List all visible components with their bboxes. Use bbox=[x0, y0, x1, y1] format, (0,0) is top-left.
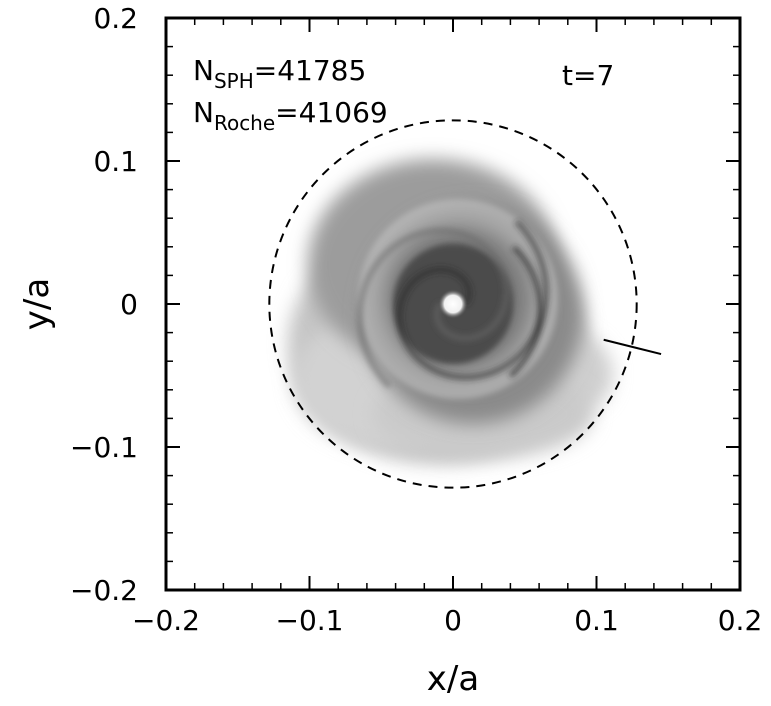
n-roche-prefix: N bbox=[193, 96, 214, 129]
n-roche-subscript: Roche bbox=[214, 111, 275, 135]
y-tick-label: −0.2 bbox=[70, 574, 138, 607]
x-axis-ticks: −0.2 −0.1 0 0.1 0.2 bbox=[132, 18, 762, 637]
n-sph-subscript: SPH bbox=[214, 69, 254, 93]
n-sph-annotation: NSPH=41785 bbox=[193, 54, 366, 93]
n-roche-value: =41069 bbox=[275, 96, 388, 129]
spiral-arm bbox=[356, 227, 510, 389]
y-tick-label: 0.2 bbox=[93, 2, 138, 35]
y-axis-label: y/a bbox=[17, 278, 57, 330]
x-tick-label: 0 bbox=[444, 604, 462, 637]
n-sph-value: =41785 bbox=[254, 54, 367, 87]
x-tick-label: −0.2 bbox=[132, 604, 200, 637]
time-annotation: t=7 bbox=[562, 59, 614, 92]
y-tick-label: 0 bbox=[120, 288, 138, 321]
n-roche-annotation: NRoche=41069 bbox=[193, 96, 388, 135]
central-hole bbox=[438, 289, 468, 319]
x-tick-label: 0.1 bbox=[574, 604, 619, 637]
x-tick-label: 0.2 bbox=[718, 604, 763, 637]
roche-lobe-circle bbox=[268, 119, 638, 489]
y-tick-label: 0.1 bbox=[93, 145, 138, 178]
roche-marker-line bbox=[603, 338, 662, 356]
y-tick-label: −0.1 bbox=[70, 431, 138, 464]
y-axis-ticks: −0.2 −0.1 0 0.1 0.2 bbox=[70, 2, 740, 607]
n-sph-prefix: N bbox=[193, 54, 214, 87]
x-axis-label: x/a bbox=[427, 659, 479, 699]
accretion-disk bbox=[288, 159, 613, 464]
x-tick-label: −0.1 bbox=[276, 604, 344, 637]
shock-edge bbox=[508, 245, 543, 378]
plot-content bbox=[268, 119, 662, 489]
